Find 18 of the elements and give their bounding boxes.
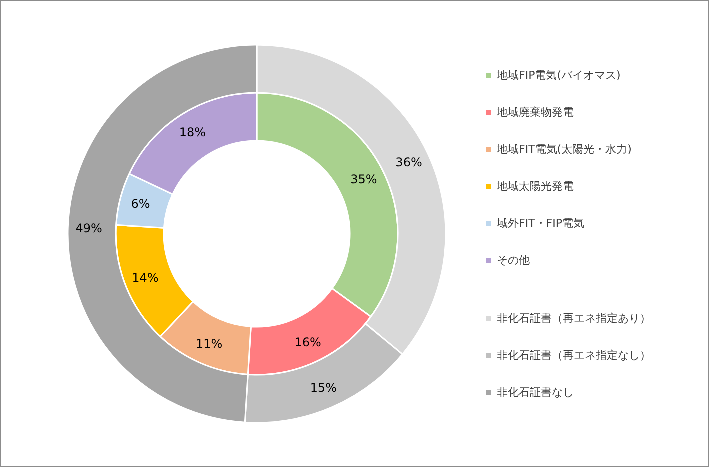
- data-label: 6%: [131, 197, 150, 212]
- data-label: 15%: [310, 381, 338, 396]
- legend-label: その他: [497, 254, 530, 267]
- legend-label: 非化石証書なし: [497, 386, 574, 399]
- data-label: 16%: [294, 336, 322, 350]
- data-label: 35%: [350, 172, 378, 187]
- data-label: 49%: [76, 222, 102, 236]
- data-label: 14%: [132, 271, 159, 286]
- data-label: 11%: [196, 337, 223, 352]
- legend-label: 地域FIP電気(バイオマス): [496, 69, 621, 82]
- legend-label: 地域太陽光発電: [496, 180, 574, 193]
- legend-label: 非化石証書（再エネ指定あり）: [497, 312, 651, 325]
- legend-label: 非化石証書（再エネ指定なし）: [497, 349, 651, 362]
- data-label: 18%: [179, 126, 206, 140]
- legend-label: 地域FIT電気(太陽光・水力): [496, 143, 632, 156]
- data-label: 36%: [396, 155, 422, 170]
- legend-label: 地域廃棄物発電: [496, 106, 574, 119]
- legend-label: 域外FIT・FIP電気: [496, 217, 584, 230]
